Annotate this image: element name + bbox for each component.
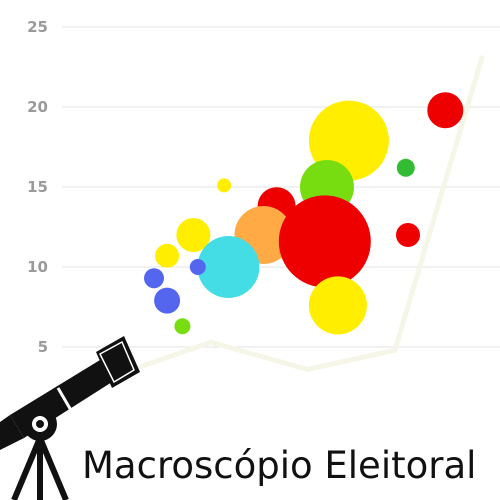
y-tick-label: 5 bbox=[38, 338, 48, 356]
bubble bbox=[174, 318, 191, 335]
bubble bbox=[396, 158, 415, 177]
brand-title: Macroscópio Eleitoral bbox=[82, 444, 477, 487]
bubble bbox=[176, 218, 211, 252]
y-tick-label: 20 bbox=[27, 98, 48, 116]
y-tick-label: 10 bbox=[27, 258, 48, 276]
bubble bbox=[278, 195, 371, 288]
y-tick-label: 25 bbox=[27, 18, 48, 36]
bubble bbox=[197, 236, 260, 298]
y-axis-ticks: 5 10 15 20 25 bbox=[27, 18, 48, 356]
y-tick-label: 15 bbox=[27, 178, 48, 196]
bubble bbox=[154, 287, 181, 314]
bubble bbox=[155, 243, 180, 268]
chart-grid bbox=[62, 26, 500, 348]
bubble bbox=[396, 223, 420, 247]
bubble bbox=[144, 268, 164, 289]
bubbles bbox=[144, 92, 464, 335]
bubble bbox=[217, 178, 232, 193]
background-trend-line bbox=[113, 55, 485, 379]
telescope-icon bbox=[0, 336, 140, 500]
bubble bbox=[427, 92, 464, 129]
bubble bbox=[308, 276, 367, 335]
bubble bbox=[189, 259, 206, 275]
